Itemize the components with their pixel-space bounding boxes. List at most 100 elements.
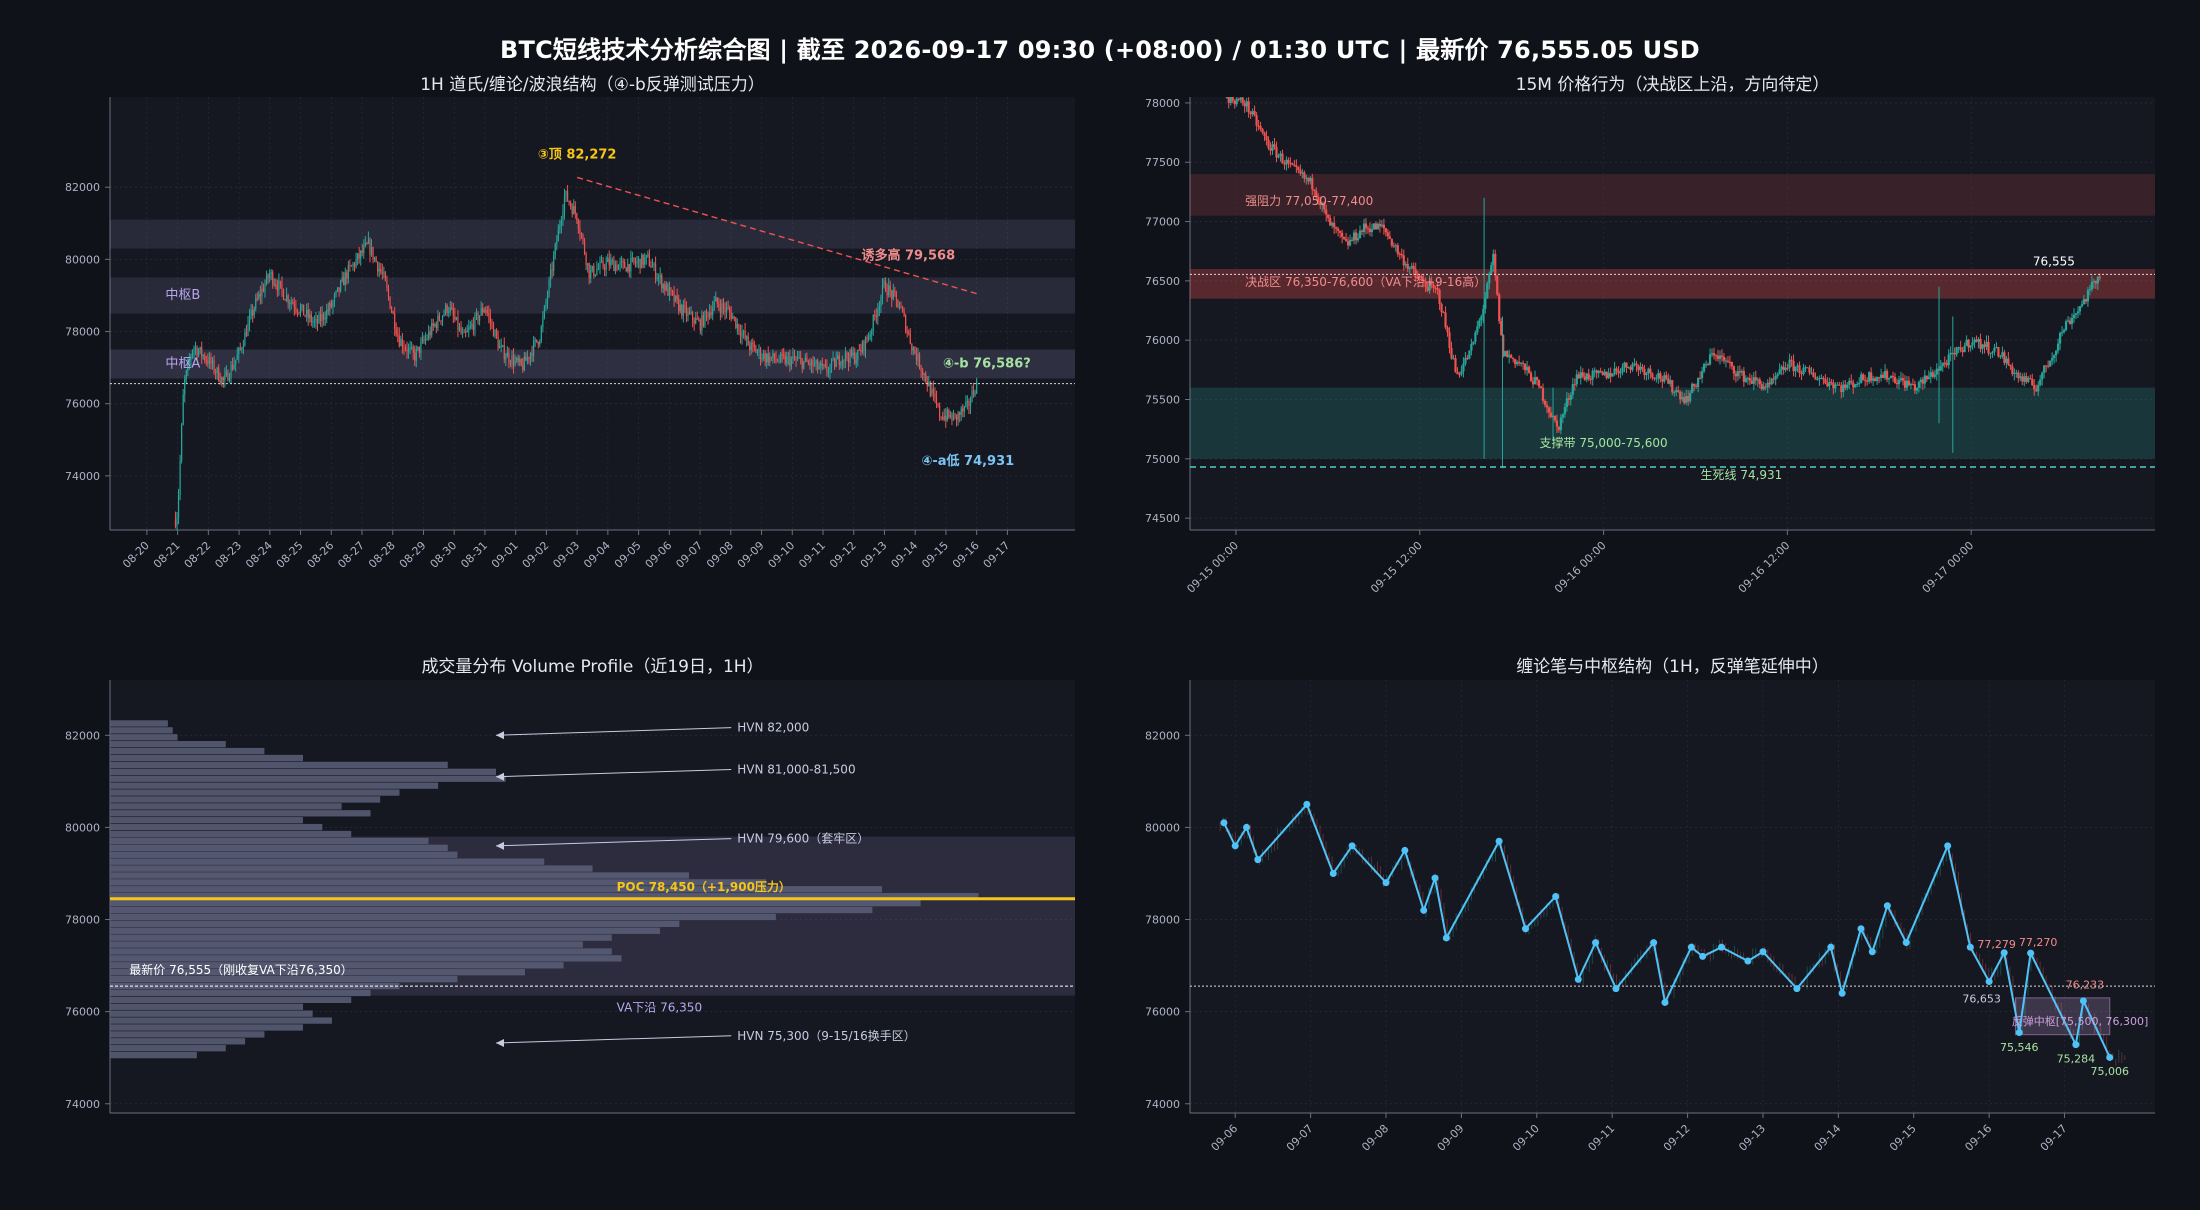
x-tick-label: 09-06 (643, 539, 675, 571)
candle-body (821, 363, 823, 366)
candle-body (886, 291, 888, 296)
candle-body (891, 290, 893, 299)
candle-body (193, 347, 195, 351)
candle-body (312, 321, 314, 323)
candle-body (1866, 380, 1869, 382)
volume-bar (110, 906, 873, 914)
candle-body (1724, 360, 1728, 362)
candle-body (1537, 380, 1541, 387)
candle-body (2096, 276, 2099, 284)
candle-body (573, 205, 575, 215)
candle-body (1633, 363, 1636, 365)
candle-body (1514, 359, 1517, 365)
candle-body (241, 348, 243, 350)
candle-body (559, 225, 561, 230)
candle-body (1971, 342, 1974, 346)
pen-vertex (1303, 800, 1311, 808)
candle-body (1955, 347, 1958, 355)
candle-body (588, 263, 590, 279)
candle-body (610, 260, 612, 266)
candle-body (1382, 224, 1385, 229)
x-tick-label: 09-17 00:00 (1920, 539, 1977, 596)
candle-body (333, 295, 336, 302)
candle-body (366, 243, 368, 245)
candle-body (540, 326, 542, 342)
volume-bar (110, 761, 448, 769)
candle-body (837, 355, 839, 360)
candle-body (1693, 383, 1696, 386)
candle-body (1444, 312, 1447, 328)
candle-body (466, 330, 468, 333)
candle-body (838, 355, 840, 366)
candle-body (375, 257, 377, 263)
candle-body (826, 366, 828, 373)
candle-body (587, 263, 589, 265)
candle-body (301, 304, 303, 308)
candle-body (1510, 355, 1513, 358)
candle-body (1573, 384, 1576, 386)
candle-body (1979, 338, 1982, 349)
volume-bar (110, 1003, 303, 1010)
candle-body (693, 320, 695, 324)
pen-vertex (1838, 989, 1846, 997)
chart-volume-profile: 74000 76000 78000 80000 82000 HVN 82,000 HVN 8… (65, 680, 1075, 1114)
candle-body (1307, 177, 1310, 182)
pen-vertex (1495, 837, 1503, 845)
candle-body (832, 358, 834, 360)
pen-vertex (1592, 939, 1600, 947)
candle-body (477, 313, 479, 321)
candle-body (676, 295, 678, 299)
candle-body (506, 352, 508, 358)
candle-body (185, 370, 187, 379)
y-tick-label: 74000 (65, 470, 100, 483)
candle-body (911, 343, 913, 351)
candle-body (928, 382, 930, 387)
candle-body (1466, 357, 1469, 359)
annotation-label: 反弹中枢[75,500, 76,300] (2012, 1014, 2149, 1028)
candle-body (525, 356, 527, 361)
candle-body (738, 324, 740, 332)
candle-body (560, 220, 562, 226)
candle-body (363, 245, 365, 253)
annotation-label: 生死线 74,931 (1701, 468, 1783, 482)
candle-body (242, 346, 244, 349)
pen-vertex (1254, 856, 1262, 864)
candle-body (1639, 366, 1642, 371)
candle-body (486, 310, 488, 313)
candle-body (1895, 382, 1899, 385)
candle-body (1784, 367, 1787, 370)
candle-body (1531, 381, 1535, 385)
candle-body (557, 229, 559, 242)
candle-body (1679, 391, 1682, 400)
candle-body (299, 307, 302, 313)
candle-body (1828, 381, 1831, 387)
candle-body (729, 308, 731, 313)
candle-body (954, 413, 956, 415)
candle-body (1567, 398, 1570, 400)
candle-body (1496, 275, 1499, 295)
candle-body (1245, 101, 1248, 107)
panel-title-chan: 缠论笔与中枢结构（1H，反弹笔延伸中） (1516, 657, 1829, 677)
candle-body (1850, 380, 1853, 383)
candle-body (1989, 353, 1992, 355)
candle-body (245, 332, 248, 336)
candle-body (935, 397, 938, 405)
candle-body (608, 258, 610, 266)
candle-body (1653, 377, 1656, 379)
x-tick-label: 08-25 (274, 539, 306, 571)
candle-body (1999, 356, 2002, 358)
volume-bar (110, 927, 661, 934)
candle-body (357, 253, 359, 260)
candle-body (542, 317, 544, 327)
candle-body (1927, 376, 1930, 380)
volume-bar (110, 948, 612, 955)
candle-body (1529, 372, 1533, 382)
candle-body (905, 315, 907, 332)
candle-body (1392, 245, 1395, 247)
candle-body (1643, 368, 1646, 376)
candle-body (1305, 177, 1308, 179)
price-zone (1190, 174, 2155, 216)
pen-vertex (2027, 949, 2035, 957)
pen-vertex (1231, 842, 1239, 850)
candle-body (1502, 335, 1505, 357)
